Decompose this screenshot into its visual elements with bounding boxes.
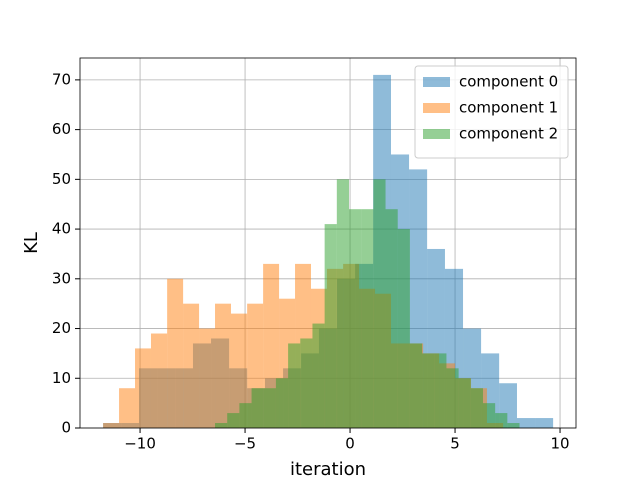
histogram-bar [215,423,228,428]
y-tick-label: 0 [61,419,71,437]
histogram-bar [135,348,151,428]
legend-label: component 1 [459,99,558,117]
x-tick-label: −5 [234,435,256,453]
legend-swatch [423,77,450,87]
histogram-bar [215,303,231,428]
histogram-bar [167,278,184,428]
y-tick-label: 30 [52,269,71,287]
y-tick-label: 50 [52,170,71,188]
histogram-bar [199,328,216,428]
histogram-bar [409,343,423,428]
histogram-bar [361,209,374,428]
x-tick-label: 5 [450,435,460,453]
y-tick-label: 70 [52,70,71,88]
histogram-bar [263,388,276,428]
plot-frame [79,57,577,429]
histogram-bar [312,323,325,428]
histogram-bar [150,333,168,428]
histogram-bar [336,179,349,428]
x-tick-label: 10 [550,435,569,453]
legend-swatch [423,103,450,113]
legend-frame [414,65,569,159]
histogram-bar [535,418,554,428]
histogram-bar [230,313,248,428]
histogram-bar [385,209,398,428]
histogram-bar [288,343,301,428]
histogram-bar [422,353,435,428]
x-axis-label: iteration [290,459,366,480]
histogram-bar [495,413,508,428]
histogram-bar [324,224,337,428]
histogram-bar [227,413,240,428]
histogram-bar [263,263,280,428]
histogram-bar [507,423,520,428]
y-tick-label: 40 [52,220,71,238]
histogram-bar [103,423,120,428]
histogram-bar [251,388,264,428]
histogram-bar [300,338,313,428]
histogram-bar [434,353,447,428]
histogram-bar [397,229,410,428]
legend-label: component 0 [459,73,558,91]
histogram-bar [275,378,289,428]
histogram-bar [239,403,252,428]
legend-label: component 2 [459,125,558,143]
y-tick-label: 20 [52,319,71,337]
histogram-bar [470,388,483,428]
bars [103,74,554,429]
y-tick-label: 10 [52,369,71,387]
x-tick-label: −10 [124,435,156,453]
histogram-bar [373,179,386,428]
y-tick-label: 60 [52,120,71,138]
histogram-bar [446,368,459,428]
legend: component 0 component 1 component 2 [414,65,569,159]
histogram-bar [183,303,200,428]
histogram-bar [516,418,536,428]
histogram-bar [482,403,496,428]
histogram-bar [458,378,471,428]
y-axis-label: KL [21,232,42,254]
legend-swatch [423,129,450,139]
histogram-bar [119,388,136,428]
x-tick-label: 0 [345,435,355,453]
histogram-bar [348,209,362,428]
